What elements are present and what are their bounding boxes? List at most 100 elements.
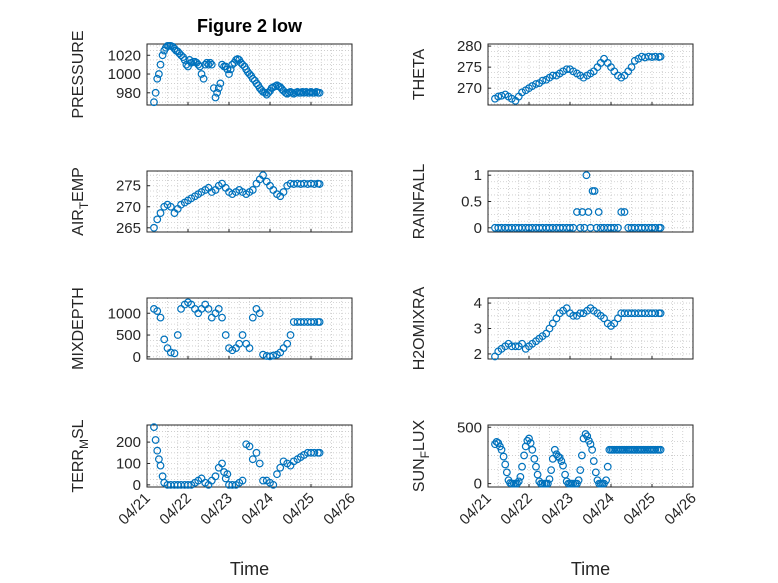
data-point	[184, 480, 192, 489]
y-axis-label: MIXDEPTH	[70, 287, 87, 370]
data-point	[501, 460, 510, 469]
data-point	[584, 208, 593, 216]
axes-box	[146, 424, 353, 488]
data-point	[528, 445, 537, 454]
data-point	[166, 202, 175, 211]
data-point	[150, 223, 158, 232]
data-point	[195, 62, 204, 71]
data-point	[248, 74, 257, 83]
series-markers	[491, 304, 665, 361]
x-tick-label: 04/22	[156, 490, 195, 529]
data-point	[494, 92, 503, 101]
x-tick-label: 04/24	[238, 490, 277, 529]
data-point	[583, 432, 592, 441]
data-point	[588, 445, 597, 454]
data-point	[499, 452, 508, 461]
y-tick-label: 200	[116, 434, 141, 451]
data-point	[514, 477, 523, 486]
data-point	[620, 208, 629, 216]
data-point	[218, 60, 226, 69]
data-point	[582, 171, 591, 180]
data-point	[603, 462, 612, 471]
axes-box	[487, 424, 694, 488]
data-point	[543, 479, 552, 488]
data-point	[617, 208, 626, 216]
data-point	[590, 187, 599, 195]
y-tick-label: 0	[133, 349, 141, 366]
data-point	[158, 51, 167, 60]
data-point	[166, 348, 175, 357]
data-point	[573, 208, 581, 216]
data-point	[150, 98, 158, 107]
y-tick-label: 1	[474, 167, 482, 184]
x-tick-label: 04/23	[538, 490, 577, 529]
data-point	[269, 480, 278, 489]
x-tick-label: 04/23	[197, 490, 236, 529]
data-point	[153, 74, 162, 83]
data-point	[261, 88, 269, 97]
subplot-mixdepth: 0 500 1000 MIXDEPTH	[70, 287, 353, 370]
data-point	[156, 461, 165, 470]
data-point	[614, 223, 622, 232]
y-tick-label: 270	[457, 80, 482, 97]
axes-box	[146, 297, 353, 360]
y-tick-label: 280	[457, 38, 482, 55]
data-point	[245, 344, 254, 353]
data-point	[525, 434, 533, 443]
data-point	[310, 448, 319, 457]
data-point	[286, 331, 295, 339]
data-point	[600, 314, 608, 323]
y-tick-label: 265	[116, 220, 141, 237]
data-point	[221, 331, 230, 339]
data-point	[259, 476, 267, 485]
data-point	[154, 70, 163, 78]
data-point	[566, 223, 574, 232]
data-point	[180, 56, 189, 64]
data-point	[627, 63, 636, 72]
y-tick-label: 100	[116, 455, 141, 472]
data-point	[259, 350, 267, 359]
y-axis-label: THETA	[411, 49, 428, 101]
data-point	[577, 451, 586, 460]
y-tick-label: 980	[116, 85, 141, 102]
data-point	[266, 352, 274, 361]
data-point	[276, 463, 285, 472]
x-tick-label: 04/21	[456, 490, 495, 529]
data-point	[574, 476, 583, 485]
subplot-sun_flux: 0 500 SUNFLUX 04/21 04/22 04/23 04/24 04/25 04/2…	[411, 419, 700, 579]
data-point	[511, 342, 520, 351]
data-point	[591, 468, 600, 477]
y-axis-label: H2OMIXRA	[411, 286, 428, 370]
series-markers	[150, 423, 324, 489]
data-point	[207, 60, 216, 69]
y-tick-label: 0	[474, 220, 482, 237]
data-point	[223, 65, 232, 74]
axes-box	[487, 43, 694, 106]
data-point	[228, 60, 237, 69]
data-point	[651, 52, 660, 61]
data-point	[315, 448, 324, 457]
y-tick-label: 275	[457, 59, 482, 76]
data-point	[310, 180, 319, 188]
y-tick-label: 275	[116, 178, 141, 195]
x-tick-label: 04/25	[279, 490, 318, 529]
y-tick-label: 2	[474, 346, 482, 363]
y-tick-label: 0.5	[461, 194, 482, 211]
data-point	[213, 88, 222, 97]
data-point	[150, 423, 158, 432]
data-point	[204, 60, 213, 69]
data-point	[502, 468, 511, 477]
data-point	[651, 309, 660, 318]
data-point	[656, 52, 665, 61]
subplot-theta: 270 275 280 THETA	[411, 38, 694, 106]
data-point	[248, 186, 257, 194]
data-point	[156, 60, 165, 69]
data-point	[223, 470, 232, 479]
subplot-h2omixra: 2 3 4 H2OMIXRA	[411, 286, 694, 370]
data-point	[576, 223, 585, 232]
data-point	[259, 171, 267, 180]
data-point	[218, 313, 226, 322]
data-point	[153, 307, 162, 315]
data-point	[315, 180, 324, 188]
